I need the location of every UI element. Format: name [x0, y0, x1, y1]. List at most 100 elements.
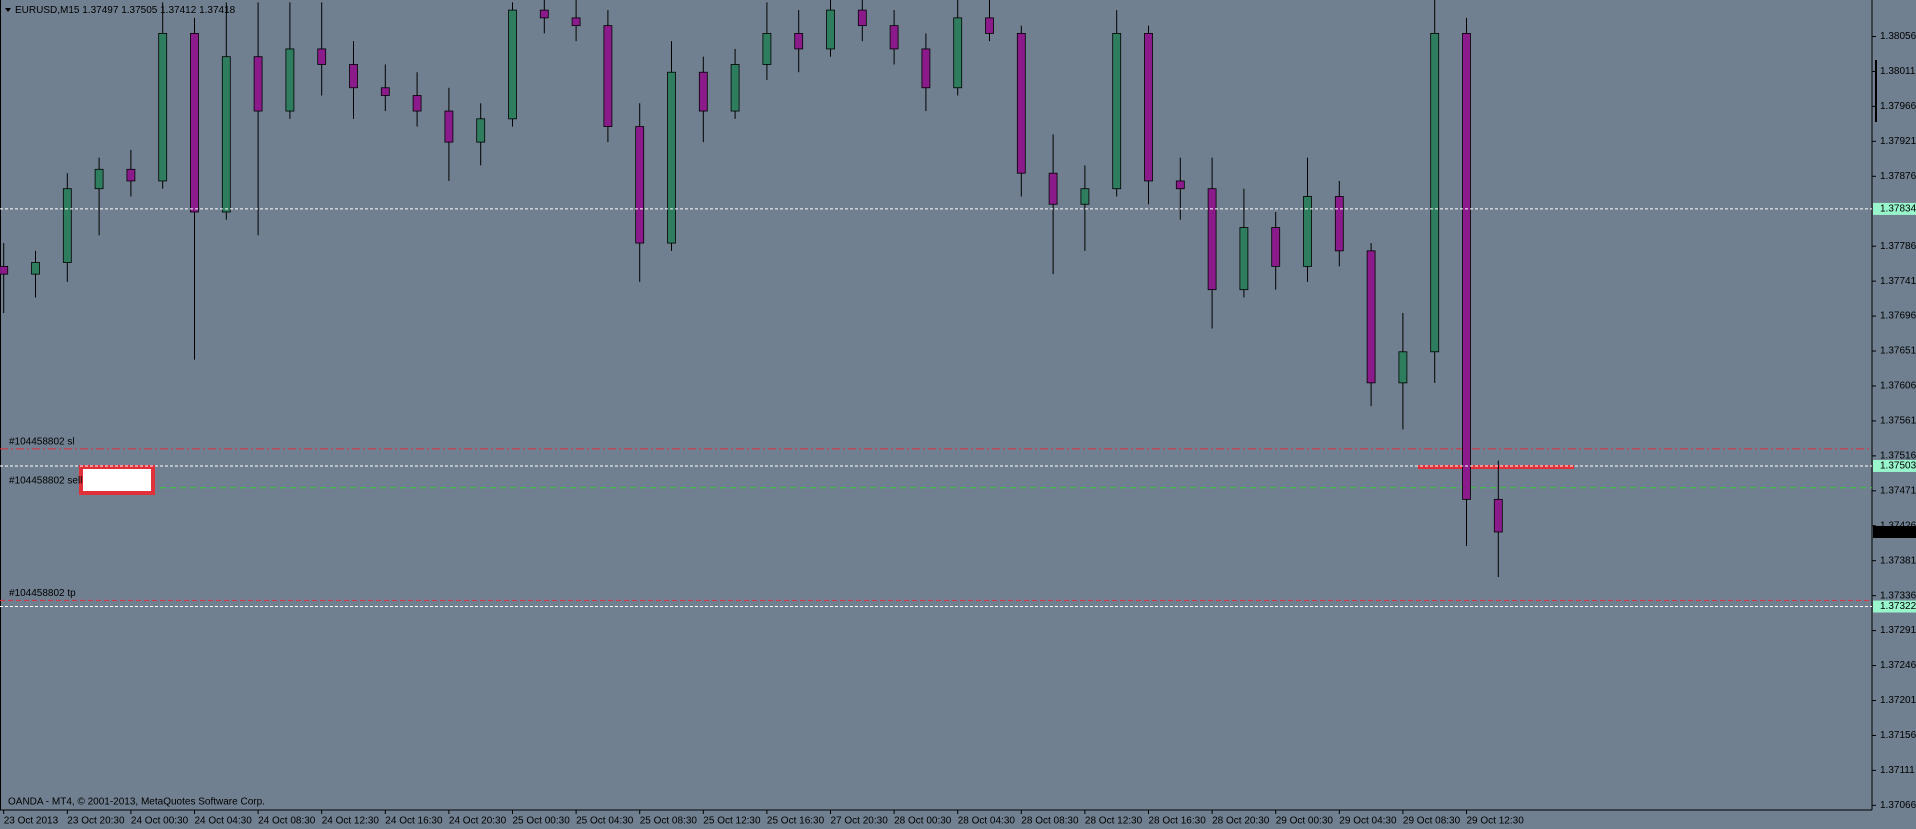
candle-body — [1144, 32, 1153, 182]
y-tick-label: 1.37696 — [1880, 311, 1916, 322]
open-value: 1.37497 — [82, 5, 119, 16]
candle-body — [921, 48, 931, 89]
x-tick-label: 25 Oct 00:30 — [513, 816, 571, 827]
order-label: #104458802 tp — [9, 588, 76, 599]
x-tick-label: 24 Oct 20:30 — [449, 816, 507, 827]
candle-body — [857, 9, 867, 27]
candle-body — [476, 118, 486, 143]
candle-body — [1239, 227, 1249, 291]
candle-body — [31, 262, 40, 275]
x-tick-label: 29 Oct 12:30 — [1467, 816, 1525, 827]
candle-body — [190, 32, 199, 213]
x-tick-label: 28 Oct 04:30 — [958, 816, 1016, 827]
order-label: #104458802 sell — [9, 475, 82, 486]
candle-body — [444, 110, 454, 143]
candle-body — [1048, 172, 1058, 205]
candle-body — [667, 71, 676, 244]
footer: OANDA - MT4, © 2001-2013, MetaQuotes Sof… — [8, 797, 265, 808]
candle-body — [571, 17, 581, 27]
price-level-label: 1.37503 — [1880, 461, 1916, 472]
current-price-label: 1.37418 — [1880, 527, 1916, 538]
x-tick-label: 28 Oct 12:30 — [1085, 816, 1143, 827]
candle-body — [826, 9, 835, 50]
menu-arrow — [5, 8, 11, 12]
candle-body — [889, 25, 899, 50]
y-tick-label: 1.37876 — [1880, 171, 1916, 182]
high-value: 1.37505 — [121, 5, 158, 16]
candle-body — [349, 64, 358, 89]
low-value: 1.37412 — [160, 5, 197, 16]
y-tick-label: 1.37921 — [1880, 136, 1916, 147]
current-price-bg — [1873, 525, 1916, 538]
candle-body — [253, 56, 263, 112]
candle-body — [221, 56, 231, 213]
y-tick-label: 1.37381 — [1880, 555, 1916, 566]
candle-body — [1080, 188, 1090, 205]
y-tick-label: 1.37516 — [1880, 451, 1916, 462]
y-tick-label: 1.37606 — [1880, 381, 1916, 392]
scroll-marker — [1875, 60, 1877, 122]
annotation-box — [79, 465, 155, 495]
close-value: 1.37418 — [199, 5, 236, 16]
y-tick-label: 1.37741 — [1880, 276, 1916, 287]
symbol: EURUSD,M15 — [15, 5, 80, 16]
x-tick-label: 29 Oct 04:30 — [1339, 816, 1397, 827]
candle-body — [1334, 196, 1344, 252]
y-tick-label: 1.37111 — [1880, 765, 1915, 776]
candle-body — [126, 168, 136, 182]
candle-body — [1175, 180, 1185, 190]
y-tick-label: 1.38056 — [1880, 31, 1916, 42]
y-tick-label: 1.37786 — [1880, 241, 1916, 252]
candle-body — [635, 126, 645, 244]
price-level-label: 1.37834 — [1880, 204, 1916, 215]
x-tick-label: 24 Oct 00:30 — [131, 816, 189, 827]
order-label: #104458802 sl — [9, 437, 75, 448]
candle-body — [1398, 351, 1408, 384]
candle-body — [953, 17, 963, 89]
x-tick-label: 25 Oct 08:30 — [640, 816, 698, 827]
x-tick-label: 25 Oct 12:30 — [703, 816, 761, 827]
y-tick-label: 1.37336 — [1880, 590, 1916, 601]
y-tick-label: 1.37426 — [1880, 520, 1916, 531]
y-tick-label: 1.37651 — [1880, 346, 1916, 357]
candle-body — [1430, 32, 1440, 353]
x-tick-label: 29 Oct 08:30 — [1403, 816, 1461, 827]
candle-body — [1271, 227, 1281, 267]
candle-body — [380, 87, 390, 96]
candle-body — [1462, 32, 1471, 500]
x-tick-label: 25 Oct 16:30 — [767, 816, 825, 827]
x-tick-label: 24 Oct 08:30 — [258, 816, 316, 827]
y-tick-label: 1.37246 — [1880, 660, 1916, 671]
candle-body — [1366, 250, 1376, 384]
candle-body — [508, 9, 517, 120]
x-tick-label: 28 Oct 20:30 — [1212, 816, 1270, 827]
candle-body — [158, 32, 168, 182]
candle-body — [317, 48, 327, 65]
candle-body — [1016, 32, 1026, 174]
candle-body — [285, 48, 295, 112]
x-tick-label: 24 Oct 16:30 — [385, 816, 443, 827]
candle-body — [0, 265, 9, 275]
price-level-bg — [1873, 459, 1916, 472]
x-tick-label: 28 Oct 00:30 — [894, 816, 952, 827]
y-tick-label: 1.37471 — [1880, 485, 1916, 496]
y-tick-label: 1.38011 — [1880, 66, 1916, 77]
price-level-bg — [1873, 202, 1916, 215]
candle-body — [1303, 196, 1312, 267]
candle-body — [62, 188, 72, 263]
x-tick-label: 27 Oct 20:30 — [831, 816, 889, 827]
y-tick-label: 1.37291 — [1880, 625, 1916, 636]
candle-body — [762, 32, 772, 65]
x-tick-label: 24 Oct 12:30 — [322, 816, 380, 827]
candle-body — [1207, 188, 1217, 291]
candle-body — [1493, 498, 1503, 533]
y-tick-label: 1.37966 — [1880, 101, 1916, 112]
y-tick-label: 1.37201 — [1880, 695, 1916, 706]
candle-body — [1112, 32, 1122, 190]
candle-body — [698, 71, 708, 112]
header: EURUSD,M15 1.37497 1.37505 1.37412 1.374… — [15, 5, 236, 16]
candle-body — [94, 168, 104, 190]
